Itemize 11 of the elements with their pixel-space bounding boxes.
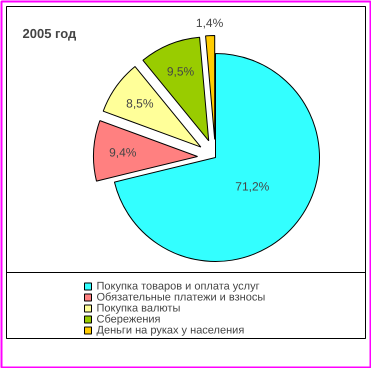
data-label: 9,5%	[166, 64, 194, 78]
data-label: 9,4%	[109, 145, 137, 160]
legend-label: Сбережения	[96, 314, 161, 326]
legend-label: Деньги на руках у населения	[96, 324, 244, 336]
legend-label: Обязательные платежи и взносы	[96, 292, 266, 304]
data-label: 1,4%	[196, 16, 224, 30]
data-label: 71,2%	[235, 179, 270, 194]
legend-label: Покупка валюты	[96, 302, 180, 314]
data-label: 8,5%	[126, 96, 154, 111]
legend-label: Покупка товаров и оплата услуг	[96, 280, 260, 292]
text: 2005 год	[22, 26, 78, 41]
